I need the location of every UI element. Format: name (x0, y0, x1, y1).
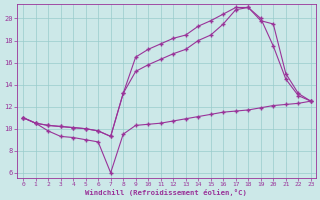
X-axis label: Windchill (Refroidissement éolien,°C): Windchill (Refroidissement éolien,°C) (85, 189, 247, 196)
